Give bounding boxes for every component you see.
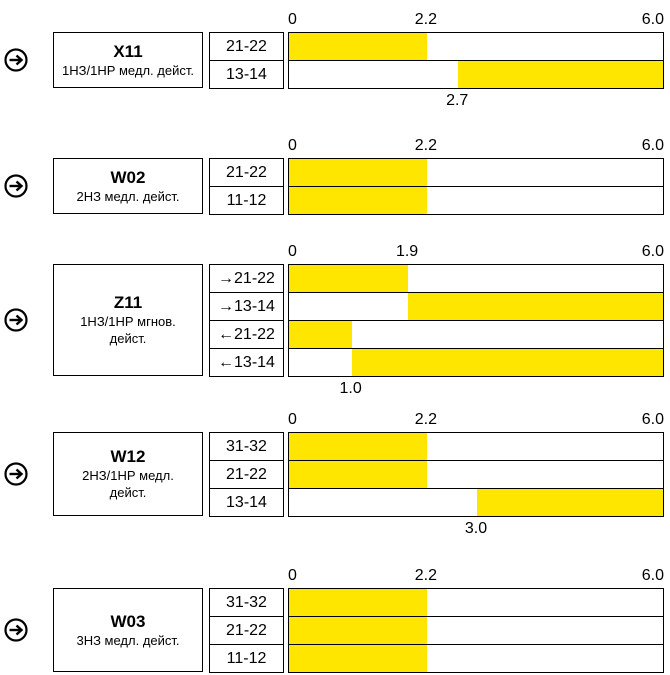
arrow-right-circle-icon — [4, 48, 28, 72]
device-label-box: W12 2НЗ/1НР медл. дейст. — [53, 432, 203, 516]
arrow-right-circle-icon — [4, 174, 28, 198]
travel-track — [288, 588, 664, 617]
device-description: 3НЗ медл. дейст. — [76, 632, 180, 648]
closed-zone-bar — [408, 293, 663, 320]
device-label-box: W03 3НЗ медл. дейст. — [53, 588, 203, 672]
contact-label: 13-14 — [209, 488, 284, 517]
scale-tick-label: 2.2 — [414, 567, 437, 584]
closed-zone-bar — [289, 461, 427, 488]
scale-tick-label: 0 — [288, 11, 297, 28]
contact-label: 31-32 — [209, 432, 284, 461]
device-label-box: Z11 1НЗ/1НР мгнов. дейст. — [53, 264, 203, 376]
closed-zone-bar — [289, 589, 427, 616]
device-description: 2НЗ/1НР медл. — [82, 468, 174, 483]
closed-zone-bar — [289, 159, 427, 186]
device-code: Z11 — [113, 293, 143, 312]
scale-tick-label: 0 — [288, 567, 297, 584]
device-label-box: W02 2НЗ медл. дейст. — [53, 158, 203, 214]
travel-track — [288, 644, 664, 673]
travel-track — [288, 292, 664, 321]
scale-tick-label: 6.0 — [641, 567, 664, 584]
contact-label: 13-14 — [209, 60, 284, 89]
scale-tick-label: 6.0 — [641, 137, 664, 154]
travel-track — [288, 488, 664, 517]
contact-label: →13-14 — [209, 292, 284, 321]
scale-tick-label: 2.2 — [414, 137, 437, 154]
device-description: 1НЗ/1НР мгнов. — [80, 314, 176, 329]
contact-label: 21-22 — [209, 158, 284, 187]
travel-track — [288, 616, 664, 645]
device-code: W12 — [110, 447, 146, 466]
contact-label: 21-22 — [209, 616, 284, 645]
device-description: дейст. — [109, 485, 147, 500]
scale-bottom-label: 3.0 — [464, 520, 488, 537]
travel-track — [288, 60, 664, 89]
closed-zone-bar — [289, 617, 427, 644]
scale-tick-label: 2.2 — [414, 411, 437, 428]
closed-zone-bar — [351, 349, 663, 376]
device-description: дейст. — [109, 331, 147, 346]
device-label-box: X11 1НЗ/1НР медл. дейст. — [53, 32, 203, 88]
device-description: 1НЗ/1НР медл. дейст. — [62, 62, 194, 78]
scale-tick-label: 6.0 — [641, 411, 664, 428]
travel-track — [288, 320, 664, 349]
travel-track — [288, 348, 664, 377]
arrow-right-circle-icon — [4, 462, 28, 486]
closed-zone-bar — [289, 321, 352, 348]
contact-label: 21-22 — [209, 460, 284, 489]
device-code: X11 — [113, 41, 143, 61]
scale-tick-label: 6.0 — [641, 11, 664, 28]
closed-zone-bar — [289, 187, 427, 214]
scale-tick-label: 0 — [288, 411, 297, 428]
scale-tick-label: 0 — [288, 137, 297, 154]
closed-zone-bar — [289, 33, 427, 60]
travel-track — [288, 264, 664, 293]
arrow-right-circle-icon — [4, 308, 28, 332]
closed-zone-bar — [289, 433, 427, 460]
closed-zone-bar — [477, 489, 663, 516]
closed-zone-bar — [458, 61, 663, 88]
closed-zone-bar — [289, 645, 427, 672]
contact-label: →21-22 — [209, 264, 284, 293]
contact-label: 31-32 — [209, 588, 284, 617]
scale-tick-label: 0 — [288, 243, 297, 260]
contact-label: ←13-14 — [209, 348, 284, 377]
scale-bottom-label: 2.7 — [446, 92, 469, 109]
scale-tick-label: 2.2 — [414, 11, 437, 28]
device-description: 2НЗ медл. дейст. — [76, 188, 180, 204]
scale-tick-label: 1.9 — [395, 243, 419, 260]
arrow-right-circle-icon — [4, 618, 28, 642]
device-code: W02 — [110, 167, 146, 187]
contact-label: 21-22 — [209, 32, 284, 61]
travel-track — [288, 158, 664, 187]
travel-track — [288, 460, 664, 489]
closed-zone-bar — [289, 265, 409, 292]
contact-label: 11-12 — [209, 186, 284, 215]
travel-track — [288, 32, 664, 61]
contact-label: ←21-22 — [209, 320, 284, 349]
scale-bottom-label: 1.0 — [339, 380, 362, 397]
travel-track — [288, 186, 664, 215]
scale-tick-label: 6.0 — [641, 243, 664, 260]
travel-track — [288, 432, 664, 461]
contact-label: 11-12 — [209, 644, 284, 673]
device-code: W03 — [110, 611, 146, 631]
